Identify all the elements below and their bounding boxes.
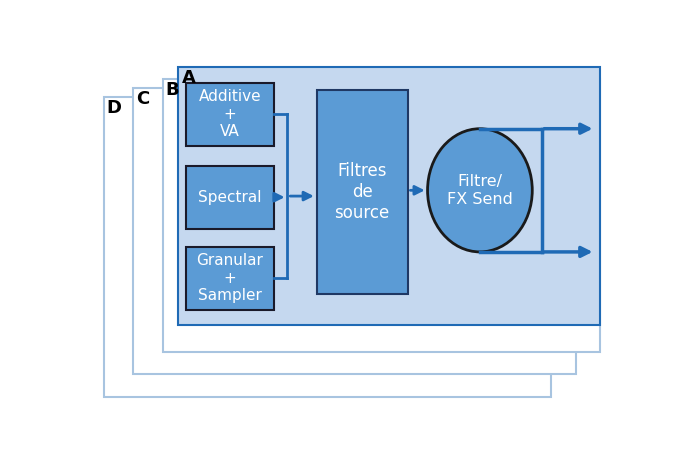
Text: Additive
+
VA: Additive + VA (199, 89, 261, 139)
Text: B: B (166, 81, 179, 99)
Text: D: D (107, 100, 122, 118)
Bar (186, 166, 274, 229)
Bar (133, 88, 576, 375)
Text: Granular
+
Sampler: Granular + Sampler (196, 253, 263, 303)
Bar (317, 90, 408, 294)
Text: Filtres
de
source: Filtres de source (334, 163, 390, 222)
Text: A: A (182, 69, 196, 88)
Ellipse shape (428, 129, 532, 252)
Bar (163, 79, 600, 352)
Bar (186, 246, 274, 310)
Text: Spectral: Spectral (198, 190, 262, 205)
Bar (104, 97, 551, 397)
Bar (186, 82, 274, 146)
Text: C: C (135, 90, 149, 108)
Text: Filtre/
FX Send: Filtre/ FX Send (447, 174, 513, 206)
Bar (178, 67, 600, 325)
